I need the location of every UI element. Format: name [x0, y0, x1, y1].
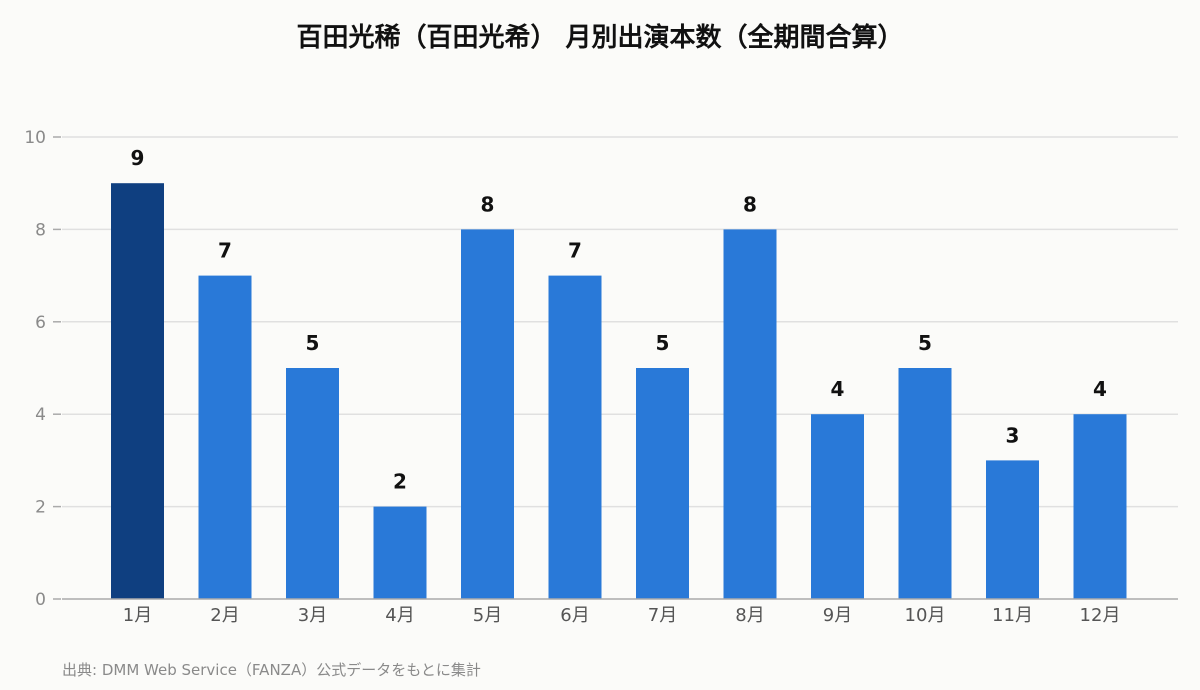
data-label: 8 — [481, 192, 495, 216]
y-tick-label: 10 — [24, 128, 46, 148]
x-axis: 1月 2月 3月 4月 5月 6月 7月 8月 9月 10月 11月 12月 — [123, 605, 1121, 626]
bar — [548, 275, 602, 599]
x-tick-label: 11月 — [992, 605, 1033, 626]
y-tick-label: 0 — [35, 590, 46, 610]
data-label: 5 — [918, 331, 932, 355]
y-tick-label: 8 — [35, 220, 46, 240]
source-note: 出典: DMM Web Service（FANZA）公式データをもとに集計 — [62, 661, 481, 679]
data-label: 7 — [568, 239, 582, 263]
x-tick-label: 7月 — [648, 605, 677, 626]
x-tick-label: 3月 — [298, 605, 327, 626]
data-label: 9 — [131, 146, 145, 170]
data-label: 7 — [218, 239, 232, 263]
chart-title: 百田光稀（百田光希） 月別出演本数（全期間合算） — [296, 22, 903, 53]
bar — [198, 275, 252, 599]
bar — [286, 368, 339, 599]
data-labels: 9 7 5 2 8 7 5 8 4 5 3 4 — [131, 146, 1107, 493]
x-tick-label: 6月 — [560, 605, 589, 626]
bars — [111, 183, 1127, 599]
bar — [373, 506, 427, 599]
bar — [986, 460, 1039, 599]
x-tick-label: 8月 — [735, 605, 764, 626]
data-label: 4 — [831, 377, 845, 401]
y-tick-label: 4 — [35, 405, 46, 425]
data-label: 4 — [1093, 377, 1107, 401]
data-label: 5 — [306, 331, 320, 355]
bar — [811, 414, 864, 599]
x-tick-label: 12月 — [1080, 605, 1121, 626]
x-tick-label: 5月 — [473, 605, 502, 626]
bar — [898, 368, 952, 599]
data-label: 3 — [1006, 423, 1020, 447]
y-tick-label: 2 — [35, 498, 46, 518]
bar — [461, 229, 514, 599]
data-label: 2 — [393, 470, 407, 494]
x-tick-label: 4月 — [385, 605, 414, 626]
bar — [111, 183, 164, 599]
bar — [636, 368, 689, 599]
x-tick-label: 9月 — [823, 605, 852, 626]
data-label: 8 — [743, 192, 757, 216]
y-tick-label: 6 — [35, 313, 46, 333]
x-tick-label: 1月 — [123, 605, 152, 626]
y-axis: 0 2 4 6 8 10 — [24, 128, 61, 610]
data-label: 5 — [656, 331, 670, 355]
x-tick-label: 2月 — [210, 605, 239, 626]
bar — [1073, 414, 1127, 599]
x-tick-label: 10月 — [905, 605, 946, 626]
bar — [723, 229, 777, 599]
